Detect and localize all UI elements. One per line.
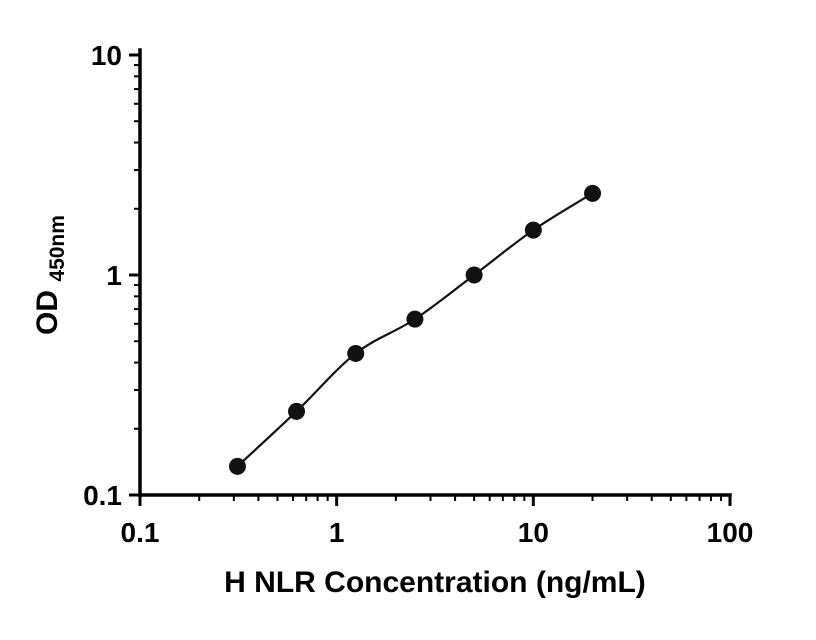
data-point <box>288 402 306 420</box>
x-tick-label: 10 <box>518 517 549 548</box>
data-series <box>228 184 602 475</box>
x-axis-title: H NLR Concentration (ng/mL) <box>224 566 646 599</box>
axes <box>138 48 732 497</box>
y-tick-label: 1 <box>106 260 122 291</box>
x-tick-label: 100 <box>707 517 754 548</box>
y-tick-label: 0.1 <box>83 480 122 511</box>
y-axis-title: OD 450nm <box>31 215 69 335</box>
axis-ticks <box>129 53 732 506</box>
data-point <box>406 310 424 328</box>
y-axis-title-subscript: 450nm <box>46 215 69 282</box>
axis-tick-labels: 0.1 1 10 100 0.1 1 10 <box>83 40 753 548</box>
y-axis-title-main: OD <box>31 290 64 335</box>
data-point <box>347 344 365 362</box>
x-tick-label: 0.1 <box>121 517 160 548</box>
y-tick-label: 10 <box>91 40 122 71</box>
data-point <box>465 266 483 284</box>
x-tick-label: 1 <box>329 517 345 548</box>
data-point <box>584 184 602 202</box>
data-point <box>228 457 246 475</box>
data-point <box>524 221 542 239</box>
